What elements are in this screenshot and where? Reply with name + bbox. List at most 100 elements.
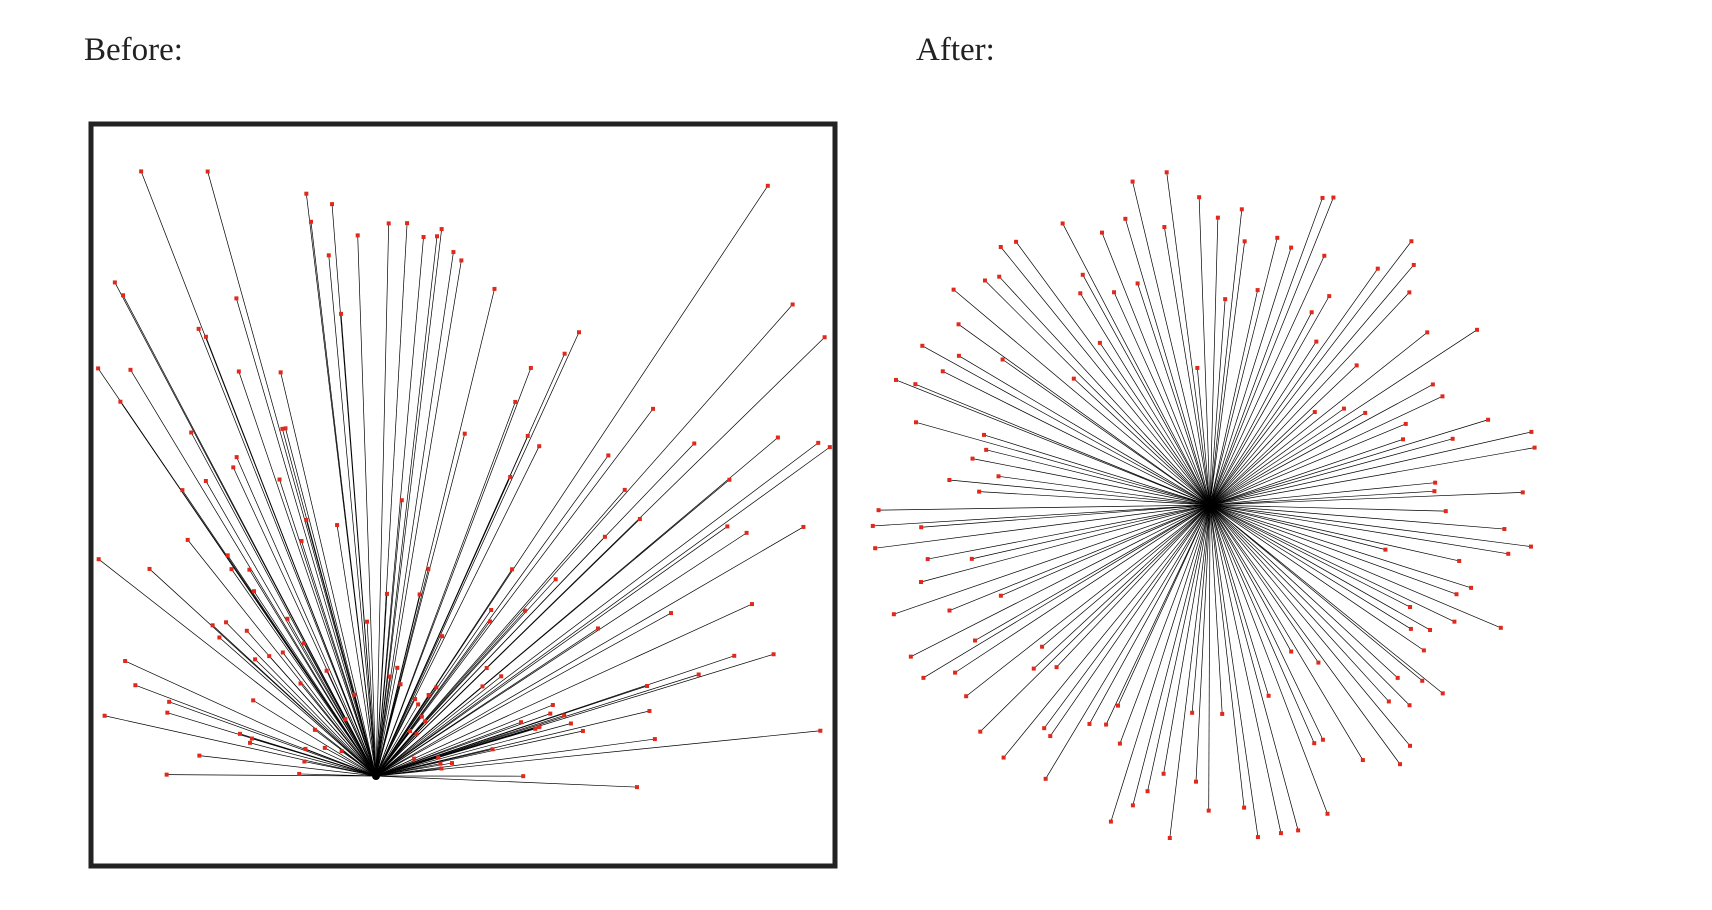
edge: [236, 456, 377, 777]
edge: [1117, 504, 1211, 706]
node: [185, 537, 190, 542]
node: [951, 287, 956, 292]
node: [744, 530, 749, 535]
edge: [1000, 246, 1211, 506]
edge: [1209, 504, 1505, 530]
edge: [1209, 504, 1410, 706]
node: [164, 772, 169, 777]
edge: [375, 667, 398, 777]
node: [1130, 803, 1135, 808]
edge: [1209, 447, 1535, 506]
edge: [998, 475, 1211, 506]
node: [133, 683, 138, 688]
edge: [998, 276, 1211, 506]
node: [1278, 831, 1283, 836]
edge: [971, 504, 1211, 560]
edge: [124, 660, 377, 777]
edge: [1209, 504, 1457, 595]
node: [343, 717, 348, 722]
edge: [1209, 241, 1412, 506]
node: [1454, 592, 1459, 597]
node: [1099, 230, 1104, 235]
node: [1296, 828, 1301, 833]
node: [893, 377, 898, 382]
node: [1048, 734, 1053, 739]
node: [203, 478, 208, 483]
node: [982, 278, 987, 283]
edge: [375, 698, 416, 777]
edge: [1209, 504, 1501, 629]
node: [1071, 376, 1076, 381]
edge: [375, 532, 747, 777]
edge: [231, 568, 377, 777]
node: [225, 553, 230, 558]
node: [1327, 294, 1332, 299]
edge: [1209, 299, 1226, 506]
node: [1145, 789, 1150, 794]
edge: [375, 260, 462, 777]
edge: [375, 223, 390, 777]
node: [997, 274, 1002, 279]
node: [244, 628, 249, 633]
edge: [1166, 172, 1211, 506]
node: [234, 455, 239, 460]
node: [1403, 421, 1408, 426]
edge: [974, 504, 1211, 641]
edge: [958, 324, 1211, 506]
node: [1031, 666, 1036, 671]
node: [147, 566, 152, 571]
node: [1411, 262, 1416, 267]
edge: [1209, 197, 1334, 506]
before-graph: [96, 169, 832, 790]
edge: [375, 775, 637, 788]
node: [128, 367, 133, 372]
node: [1407, 290, 1412, 295]
edge: [1137, 283, 1211, 506]
node: [277, 477, 282, 482]
edge: [232, 467, 377, 777]
edge: [1082, 274, 1211, 506]
node: [775, 435, 780, 440]
node: [1316, 660, 1321, 665]
node: [940, 369, 945, 374]
edge: [878, 504, 1211, 511]
node: [205, 169, 210, 174]
node: [870, 523, 875, 528]
node: [217, 635, 222, 640]
node: [1532, 445, 1537, 450]
node: [1312, 741, 1317, 746]
node: [416, 702, 421, 707]
edge: [922, 345, 1211, 506]
edge: [1163, 504, 1211, 774]
edge: [1209, 504, 1386, 550]
node: [1195, 365, 1200, 370]
node: [1502, 527, 1507, 532]
edge: [1002, 359, 1211, 506]
edge: [1209, 197, 1323, 506]
node: [919, 525, 924, 530]
node: [285, 616, 290, 621]
node: [1420, 678, 1425, 683]
node: [1108, 819, 1113, 824]
node: [386, 221, 391, 226]
node: [1469, 585, 1474, 590]
node: [1060, 221, 1065, 226]
node: [1123, 216, 1128, 221]
node: [568, 721, 573, 726]
node: [513, 399, 518, 404]
edge: [375, 676, 502, 777]
node: [1115, 703, 1120, 708]
node: [438, 761, 443, 766]
edge: [375, 723, 572, 777]
node: [308, 219, 313, 224]
node: [1360, 758, 1365, 763]
edge: [282, 652, 377, 777]
node: [189, 430, 194, 435]
edge: [1169, 504, 1211, 839]
node: [651, 406, 656, 411]
node: [1363, 410, 1368, 415]
node: [1197, 195, 1202, 200]
edge: [366, 621, 377, 777]
edge: [1209, 247, 1292, 506]
edge: [375, 603, 753, 777]
